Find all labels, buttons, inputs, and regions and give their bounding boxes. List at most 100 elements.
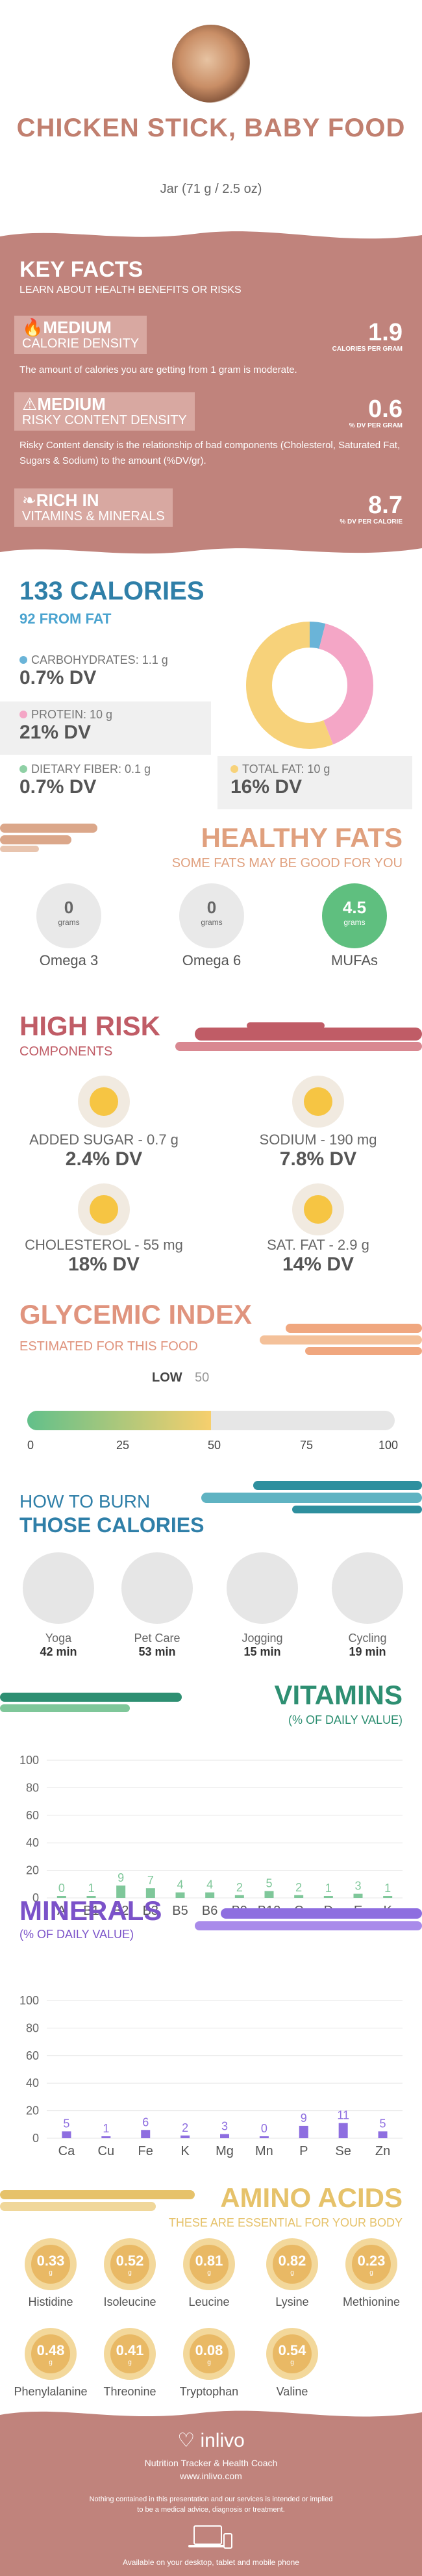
heart-icon: ♡ [177, 2430, 195, 2451]
vitamins-bar-chart: 0204060801000A1B19B27B34B54B62B95B122C1D… [19, 1754, 403, 1918]
risk-added-sugar: ADDED SUGAR - 0.7 g 2.4% DV [29, 1131, 179, 1170]
amino-threonine: 0.41 g Threonine [91, 2328, 169, 2399]
carb-dot-icon [19, 656, 27, 664]
mineral-ytick-label: 40 [26, 2077, 39, 2090]
vitamin-ytick-label: 0 [32, 1891, 39, 1904]
mineral-category-label: Zn [375, 2144, 390, 2158]
key-facts-subtitle: LEARN ABOUT HEALTH BENEFITS OR RISKS [19, 284, 242, 296]
cycling-icon [332, 1552, 403, 1624]
burn-title-2: THOSE CALORIES [19, 1513, 205, 1537]
vitamin-ytick-label: 100 [19, 1754, 39, 1767]
activity-cycling: Cycling 19 min [322, 1552, 413, 1659]
mineral-bar [378, 2131, 388, 2138]
inlivo-logo[interactable]: ♡ inlivo [177, 2430, 245, 2451]
footer-wave [0, 2401, 422, 2417]
vitamin-bar [86, 1896, 96, 1898]
vitamin-category-label: B2 [113, 1904, 129, 1918]
risk-sodium: SODIUM - 190 mg 7.8% DV [259, 1131, 377, 1170]
glycemic-subtitle: ESTIMATED FOR THIS FOOD [19, 1339, 198, 1354]
vitamin-value-label: 0 [58, 1882, 65, 1895]
smile-icon [292, 1183, 344, 1235]
burn-title-1: HOW TO BURN [19, 1491, 151, 1511]
glycemic-tick: 75 [299, 1439, 314, 1452]
amino-methionine: 0.23 g Methionine [332, 2238, 410, 2309]
burn-stripes [201, 1481, 422, 1513]
mineral-value-label: 5 [380, 2117, 386, 2130]
vitamins-subtitle: (% OF DAILY VALUE) [288, 1713, 403, 1726]
mineral-bar [141, 2130, 151, 2138]
fat-dot-icon [230, 765, 238, 773]
amino-subtitle: THESE ARE ESSENTIAL FOR YOUR BODY [168, 2216, 403, 2229]
page-title: CHICKEN STICK, BABY FOOD [16, 114, 406, 142]
activity-pet-care: Pet Care 53 min [112, 1552, 203, 1659]
vitamin-ytick-label: 60 [26, 1809, 39, 1822]
minerals-bar-chart: 0 20 40 60 80 100 5 Ca 1 Cu 6 Fe 2 K 3 Mg 0 Mn 9 P 11 Se 5 Zn [19, 1994, 403, 2158]
vitamin-bar [294, 1895, 304, 1898]
healthy-fats-title: HEALTHY FATS [201, 822, 403, 853]
vitamin-value-label: 4 [206, 1878, 213, 1891]
mineral-value-label: 5 [63, 2117, 69, 2130]
donut-slice-protein [246, 622, 373, 749]
vitamin-value-label: 2 [295, 1881, 302, 1894]
glycemic-tick: 50 [207, 1439, 221, 1452]
risk-cholesterol: CHOLESTEROL - 55 mg 18% DV [25, 1237, 183, 1275]
high-risk-title: HIGH RISK [19, 1011, 161, 1041]
calorie-density-label: 🔥MEDIUM CALORIE DENSITY [14, 316, 147, 354]
vitamin-bar [383, 1896, 393, 1898]
serving-size: Jar (71 g / 2.5 oz) [160, 182, 262, 196]
amino-stripes [0, 2190, 195, 2211]
vitamins-minerals-value: 8.7 % DV PER CALORIE [340, 492, 403, 525]
vitamin-bar [175, 1892, 185, 1898]
footer: ♡ inlivo Nutrition Tracker & Health Coac… [0, 2401, 422, 2576]
glycemic-tick: 25 [116, 1439, 130, 1452]
mineral-bar [338, 2123, 348, 2138]
mufas-circle: 4.5 grams [322, 883, 387, 948]
vitamin-category-label: B3 [143, 1904, 158, 1918]
mineral-value-label: 0 [261, 2122, 267, 2135]
mineral-category-label: K [180, 2144, 190, 2158]
vitamin-value-label: 1 [88, 1882, 94, 1895]
mineral-value-label: 11 [337, 2109, 349, 2122]
mineral-bar [259, 2136, 269, 2138]
vitamin-category-label: A [57, 1904, 66, 1918]
amino-phenylalanine: 0.48 g Phenylalanine [12, 2328, 90, 2399]
mineral-ytick-label: 0 [32, 2132, 39, 2145]
vitamin-value-label: 2 [236, 1881, 243, 1894]
glycemic-tick: 0 [27, 1439, 34, 1452]
leaf-icon: ❧ [22, 490, 36, 510]
vitamin-bar [205, 1892, 215, 1898]
mineral-ytick-label: 100 [19, 1994, 39, 2007]
omega3-circle: 0 grams [36, 883, 101, 948]
minerals-title: MINERALS [19, 1895, 162, 1926]
risky-density-label: ⚠MEDIUM RISKY CONTENT DENSITY [14, 392, 195, 431]
healthy-fats-stripes [0, 824, 97, 852]
glycemic-value: 50 [195, 1370, 210, 1385]
mineral-bar [101, 2136, 111, 2138]
calories-title: 133 CALORIES [19, 577, 205, 605]
footer-url[interactable]: www.inlivo.com [180, 2471, 242, 2481]
vitamin-ytick-label: 40 [26, 1836, 39, 1849]
mineral-bar [220, 2134, 229, 2138]
healthy-fats-subtitle: SOME FATS MAY BE GOOD FOR YOU [171, 856, 403, 870]
omega6-label: Omega 6 [182, 952, 242, 968]
amino-tryptophan: 0.08 g Tryptophan [170, 2328, 248, 2399]
mineral-category-label: Mn [255, 2144, 273, 2158]
food-image [172, 25, 250, 103]
nutrient-total-fat: TOTAL FAT: 10 g 16% DV [217, 756, 412, 809]
vitamin-ytick-label: 20 [26, 1864, 39, 1877]
vitamins-title: VITAMINS [274, 1680, 403, 1710]
activity-yoga: Yoga 42 min [13, 1552, 104, 1659]
jogging-icon [227, 1552, 298, 1624]
mineral-category-label: P [299, 2144, 308, 2158]
vitamin-bar [353, 1893, 363, 1898]
vitamin-value-label: 7 [147, 1874, 154, 1887]
donut-slice-fat [246, 622, 373, 749]
mineral-bar [299, 2125, 308, 2138]
vitamin-bar [56, 1896, 66, 1898]
amino-title: AMINO ACIDS [220, 2182, 403, 2213]
footer-available: Available on your desktop, tablet and mo… [123, 2558, 299, 2567]
mineral-ytick-label: 20 [26, 2104, 39, 2117]
vitamins-minerals-label: ❧RICH IN VITAMINS & MINERALS [14, 488, 173, 527]
glycemic-fill [27, 1411, 211, 1430]
fiber-dot-icon [19, 765, 27, 773]
